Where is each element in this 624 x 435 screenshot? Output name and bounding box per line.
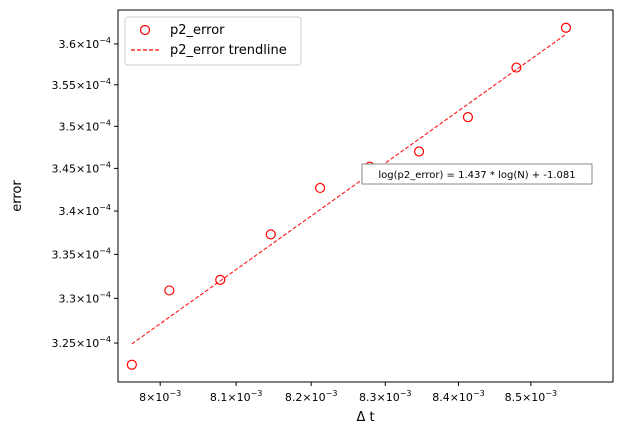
data-point <box>265 229 276 240</box>
y-tick-label: 3.35×10−4 <box>51 246 111 261</box>
legend-marker-p2-error <box>139 24 151 36</box>
data-point <box>314 182 326 194</box>
data-point <box>126 359 137 370</box>
x-tick-label: 8.1×10−3 <box>210 389 263 404</box>
y-tick-label: 3.4×10−4 <box>58 203 111 218</box>
x-tick-label: 8×10−3 <box>139 389 181 404</box>
data-point <box>511 62 522 73</box>
trendline <box>131 33 567 345</box>
x-tick-label: 8.2×10−3 <box>285 389 338 404</box>
y-tick-label: 3.25×10−4 <box>51 335 111 350</box>
y-tick-label: 3.45×10−4 <box>51 160 111 175</box>
trendline-annotation: log(p2_error) = 1.437 * log(N) + -1.081 <box>361 163 593 185</box>
annotation-text: log(p2_error) = 1.437 * log(N) + -1.081 <box>378 170 575 181</box>
data-point <box>164 285 175 296</box>
data-point <box>560 22 572 33</box>
data-point <box>462 112 474 123</box>
x-tick-label: 8.4×10−3 <box>432 389 485 404</box>
y-axis-label: error <box>10 180 25 212</box>
x-tick-label: 8.3×10−3 <box>359 389 412 404</box>
annotation-box <box>361 163 593 185</box>
y-tick-label: 3.5×10−4 <box>58 118 111 133</box>
legend: p2_error p2_error trendline <box>124 16 302 66</box>
x-axis-ticks: 8×10−3 8.1×10−3 8.2×10−3 8.3×10−3 8.4×10−3 8.… <box>139 382 557 404</box>
x-axis-label: Δ t <box>356 410 374 425</box>
plot-frame <box>117 9 614 383</box>
legend-label-p2-error: p2_error <box>170 23 225 38</box>
legend-frame <box>124 16 302 66</box>
y-tick-label: 3.3×10−4 <box>58 290 111 305</box>
legend-label-trendline: p2_error trendline <box>170 43 287 58</box>
x-tick-label: 8.5×10−3 <box>505 389 558 404</box>
plot-area <box>118 10 613 382</box>
y-axis-ticks: 3.25×10−4 3.3×10−4 3.35×10−4 3.4×10−4 3.45×1… <box>51 36 118 350</box>
y-tick-label: 3.6×10−4 <box>58 36 111 51</box>
data-point <box>413 146 425 157</box>
chart-marks <box>126 22 572 370</box>
data-point <box>215 274 226 285</box>
y-tick-label: 3.55×10−4 <box>51 77 111 92</box>
